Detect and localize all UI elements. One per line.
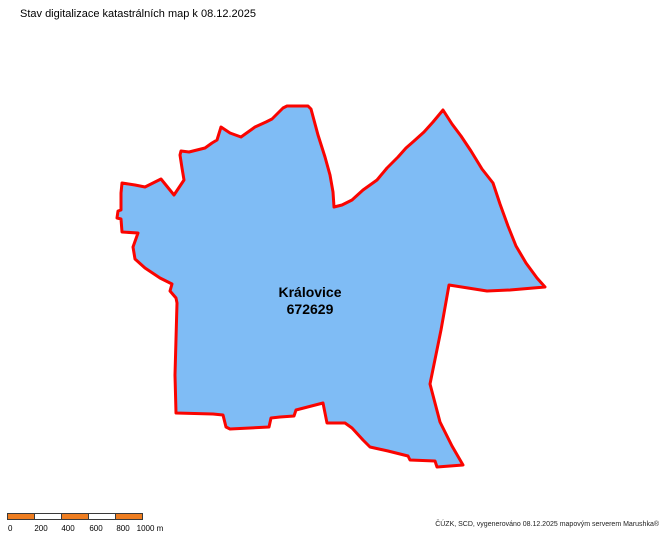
scale-bar-segment: [34, 514, 61, 519]
scale-bar-segment: [8, 514, 34, 519]
scale-bar: 0 200 400 600 800 1000 m: [7, 513, 167, 536]
scale-tick-label: 0: [8, 524, 13, 533]
scale-tick-label: 1000 m: [136, 524, 164, 533]
map-title: Stav digitalizace katastrálních map k 08…: [20, 8, 257, 20]
area-name-label: Královice: [278, 284, 341, 300]
scale-bar-segment: [61, 514, 88, 519]
scale-bar-segments: [7, 513, 143, 520]
cadastral-area-polygon[interactable]: [115, 104, 547, 469]
scale-tick-label: 200: [34, 524, 48, 533]
scale-tick-label: 400: [61, 524, 75, 533]
attribution-text: ČÚZK, SCD, vygenerováno 08.12.2025 mapov…: [435, 521, 659, 528]
scale-bar-segment: [88, 514, 115, 519]
scale-bar-ticks: 0 200 400 600 800 1000 m: [7, 524, 167, 536]
scale-tick-label: 800: [116, 524, 130, 533]
scale-bar-segment: [115, 514, 142, 519]
scale-tick-label: 600: [89, 524, 103, 533]
area-code-label: 672629: [287, 301, 334, 317]
